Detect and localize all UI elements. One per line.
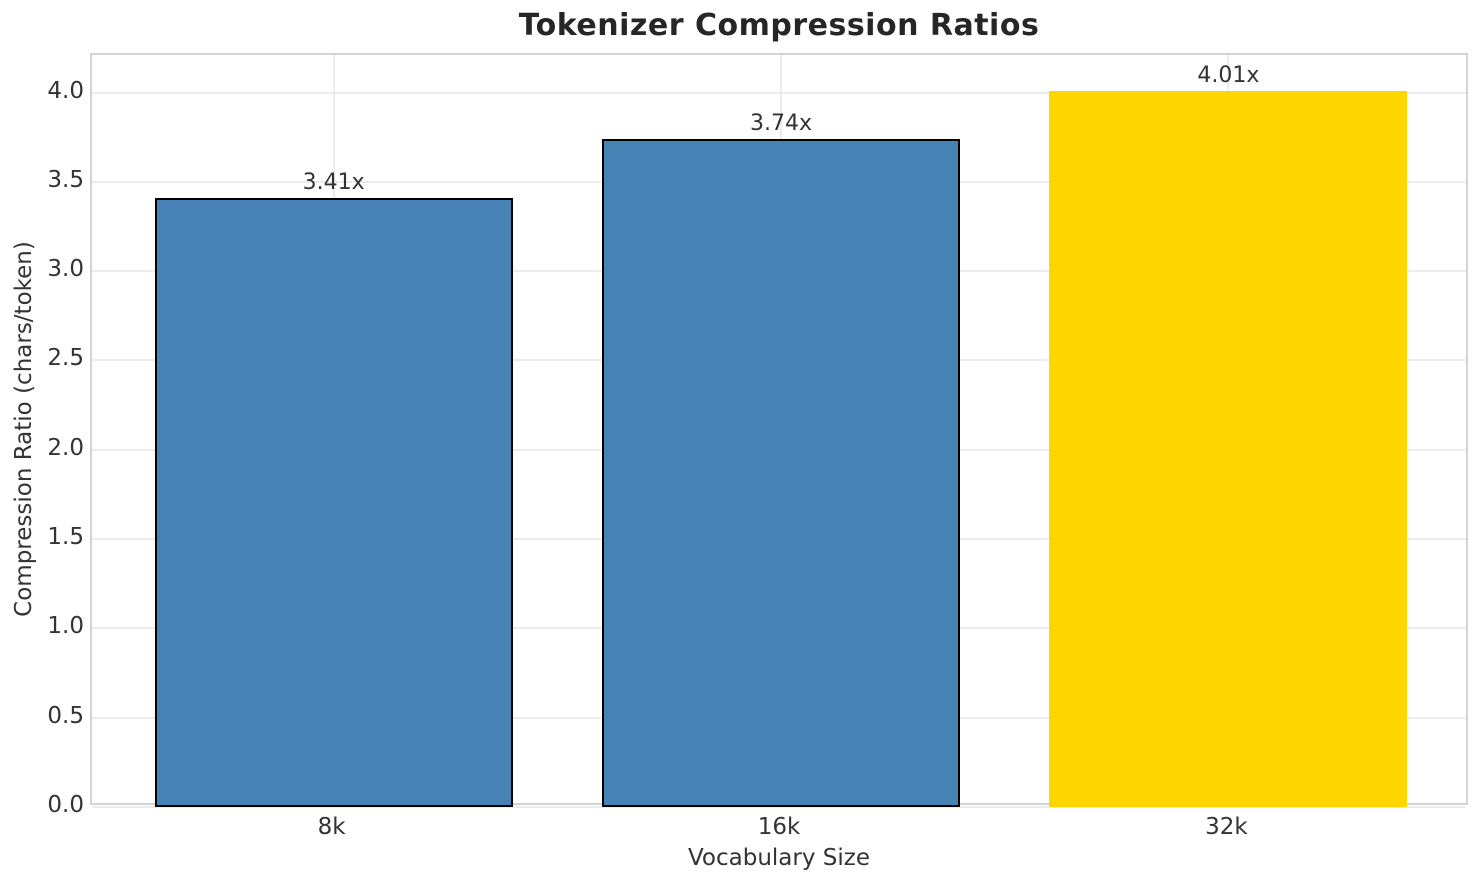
chart-title: Tokenizer Compression Ratios [518, 8, 1040, 43]
xtick-label-16k: 16k [757, 814, 801, 840]
ytick-label-3.0: 3.0 [47, 256, 84, 283]
bar-8k [154, 197, 513, 807]
bar-value-label-32k: 4.01x [1197, 62, 1260, 88]
annotation-layer: 3.41x 3.74x 4.01x [92, 55, 1466, 803]
bar-value-label-8k: 3.41x [302, 169, 365, 195]
ytick-label-2.5: 2.5 [47, 345, 84, 372]
bar-16k [602, 138, 960, 807]
gridline-y-0 [92, 806, 1466, 808]
bar-value-label-16k: 3.74x [749, 110, 812, 136]
ytick-label-1.5: 1.5 [47, 524, 84, 551]
ytick-label-3.5: 3.5 [47, 166, 84, 193]
bar-32k [1049, 90, 1408, 807]
ytick-label-1.0: 1.0 [47, 613, 84, 640]
xtick-label-32k: 32k [1205, 814, 1248, 840]
bar-layer [92, 55, 1466, 807]
ytick-label-4.0: 4.0 [47, 77, 84, 104]
gridline-y-4 [92, 91, 1466, 94]
ytick-label-2.0: 2.0 [47, 434, 84, 461]
ytick-label-0.5: 0.5 [47, 702, 84, 729]
plot-area: 3.41x 3.74x 4.01x [90, 53, 1468, 808]
x-axis-label: Vocabulary Size [687, 845, 870, 871]
ytick-label-0.0: 0.0 [47, 792, 84, 818]
xtick-label-8k: 8k [317, 814, 346, 840]
